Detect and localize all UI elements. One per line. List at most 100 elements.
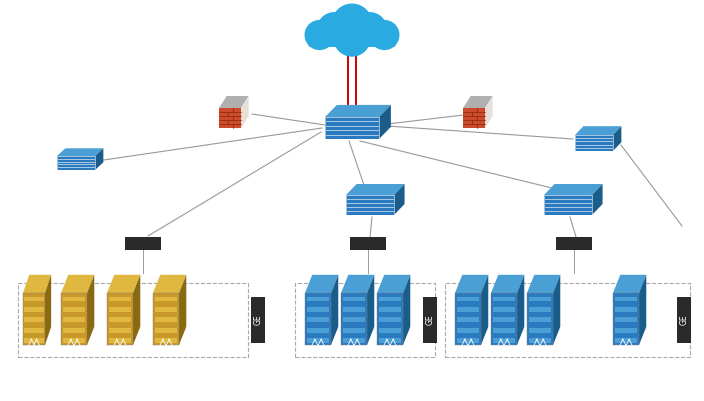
FancyBboxPatch shape [108,328,132,332]
Polygon shape [133,275,140,345]
Polygon shape [491,293,517,345]
FancyBboxPatch shape [493,307,515,312]
Text: GE: GE [679,315,689,325]
Polygon shape [57,156,95,170]
FancyBboxPatch shape [155,338,177,343]
FancyBboxPatch shape [108,318,132,322]
FancyBboxPatch shape [457,338,479,343]
FancyBboxPatch shape [423,297,437,343]
FancyBboxPatch shape [63,297,85,301]
Polygon shape [481,275,489,345]
FancyBboxPatch shape [529,328,551,332]
Circle shape [306,20,334,49]
Polygon shape [613,275,646,293]
FancyBboxPatch shape [108,297,132,301]
Polygon shape [325,105,391,117]
Polygon shape [61,275,94,293]
Polygon shape [107,275,140,293]
Polygon shape [394,184,405,215]
Polygon shape [592,184,603,215]
Polygon shape [23,275,51,293]
FancyBboxPatch shape [379,307,401,312]
FancyBboxPatch shape [493,338,515,343]
Polygon shape [153,275,187,293]
Polygon shape [544,184,603,195]
FancyBboxPatch shape [529,338,551,343]
FancyBboxPatch shape [493,318,515,322]
Polygon shape [527,293,553,345]
Polygon shape [367,275,375,345]
Polygon shape [377,275,410,293]
FancyBboxPatch shape [155,307,177,312]
Polygon shape [346,195,394,215]
FancyBboxPatch shape [529,318,551,322]
FancyBboxPatch shape [379,328,401,332]
FancyBboxPatch shape [615,338,637,343]
Polygon shape [179,275,187,345]
Polygon shape [61,293,87,345]
FancyBboxPatch shape [529,307,551,312]
Polygon shape [107,293,133,345]
Polygon shape [517,275,524,345]
Text: GE: GE [425,315,434,325]
FancyBboxPatch shape [306,318,329,322]
Polygon shape [241,96,249,128]
Polygon shape [455,275,489,293]
Circle shape [334,20,370,56]
FancyBboxPatch shape [63,318,85,322]
Polygon shape [219,108,241,128]
FancyBboxPatch shape [343,307,365,312]
FancyBboxPatch shape [25,307,44,312]
FancyBboxPatch shape [556,237,592,249]
FancyBboxPatch shape [25,328,44,332]
FancyBboxPatch shape [125,237,161,249]
Polygon shape [485,96,493,128]
Polygon shape [57,148,103,156]
FancyBboxPatch shape [155,328,177,332]
FancyBboxPatch shape [615,318,637,322]
FancyBboxPatch shape [251,297,265,343]
Polygon shape [613,293,639,345]
FancyBboxPatch shape [615,297,637,301]
Polygon shape [325,117,379,139]
Polygon shape [463,108,485,128]
FancyBboxPatch shape [308,24,396,47]
FancyBboxPatch shape [25,338,44,343]
FancyBboxPatch shape [615,307,637,312]
Polygon shape [544,195,592,215]
FancyBboxPatch shape [343,318,365,322]
FancyBboxPatch shape [379,338,401,343]
FancyBboxPatch shape [615,328,637,332]
FancyBboxPatch shape [677,297,691,343]
FancyBboxPatch shape [343,338,365,343]
FancyBboxPatch shape [379,297,401,301]
FancyBboxPatch shape [25,297,44,301]
Polygon shape [95,148,103,170]
Circle shape [318,13,350,45]
Polygon shape [341,275,375,293]
Polygon shape [377,293,403,345]
FancyBboxPatch shape [457,307,479,312]
FancyBboxPatch shape [108,338,132,343]
Circle shape [354,13,386,45]
Polygon shape [403,275,410,345]
FancyBboxPatch shape [63,307,85,312]
Polygon shape [491,275,524,293]
Polygon shape [575,126,622,135]
FancyBboxPatch shape [306,297,329,301]
FancyBboxPatch shape [457,318,479,322]
Polygon shape [553,275,560,345]
FancyBboxPatch shape [457,328,479,332]
Circle shape [370,20,398,49]
Polygon shape [305,275,339,293]
Text: GE: GE [253,315,263,325]
Polygon shape [87,275,94,345]
FancyBboxPatch shape [343,297,365,301]
FancyBboxPatch shape [493,328,515,332]
Polygon shape [305,293,331,345]
FancyBboxPatch shape [493,297,515,301]
Polygon shape [341,293,367,345]
FancyBboxPatch shape [108,307,132,312]
FancyBboxPatch shape [379,318,401,322]
FancyBboxPatch shape [155,297,177,301]
